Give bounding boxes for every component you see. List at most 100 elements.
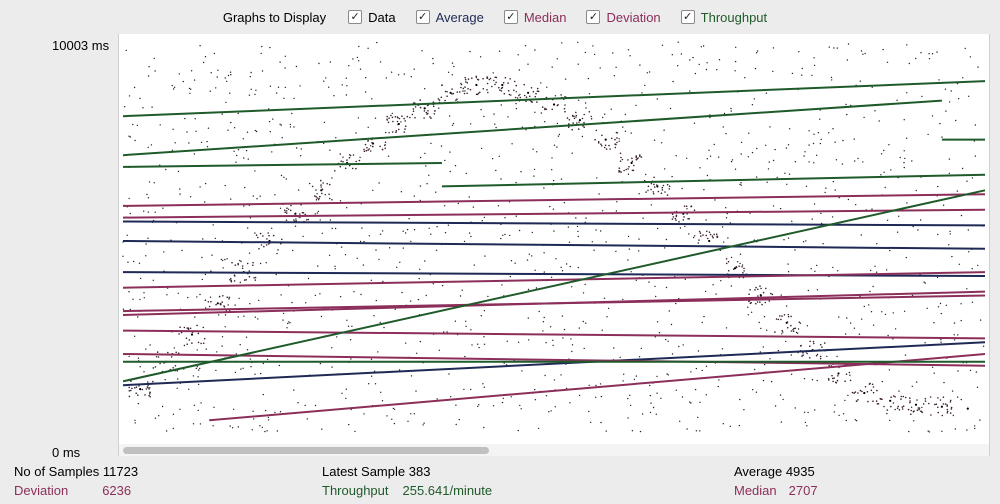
data-sample-dot	[259, 232, 262, 235]
scrollbar-thumb[interactable]	[123, 447, 489, 454]
data-sample-dot	[793, 327, 795, 330]
data-sample-dot	[252, 264, 254, 267]
data-sample-dot	[814, 409, 816, 411]
data-sample-dot	[904, 396, 907, 399]
data-sample-dot	[323, 121, 326, 124]
data-sample-dot	[575, 111, 577, 114]
data-sample-dot	[577, 230, 579, 233]
checkbox-data[interactable]: ✓	[348, 10, 363, 24]
data-sample-dot	[604, 144, 607, 147]
data-sample-dot	[502, 234, 504, 236]
data-sample-dot	[831, 216, 834, 218]
data-sample-dot	[378, 258, 380, 261]
data-sample-dot	[462, 90, 464, 92]
data-sample-dot	[145, 348, 147, 350]
data-sample-dot	[573, 117, 576, 120]
data-sample-dot	[367, 140, 369, 142]
data-sample-dot	[701, 369, 703, 372]
data-sample-dot	[221, 336, 224, 338]
data-sample-dot	[898, 409, 901, 411]
data-sample-dot	[946, 405, 948, 407]
data-sample-dot	[699, 401, 701, 403]
horizontal-scrollbar[interactable]	[119, 444, 989, 456]
data-sample-dot	[340, 246, 343, 248]
data-sample-dot	[449, 170, 451, 173]
data-sample-dot	[788, 128, 791, 130]
checkbox-deviation[interactable]: ✓	[586, 10, 601, 24]
data-sample-dot	[167, 351, 169, 354]
stat-median: Median 2707	[734, 483, 818, 498]
data-sample-dot	[282, 319, 284, 321]
data-sample-dot	[671, 175, 673, 178]
data-sample-dot	[450, 396, 452, 398]
data-sample-dot	[186, 343, 188, 346]
legend-item-average[interactable]: ✓ Average	[415, 10, 484, 25]
data-sample-dot	[646, 72, 648, 74]
data-sample-dot	[218, 295, 221, 298]
data-sample-dot	[882, 48, 884, 51]
data-sample-dot	[584, 102, 587, 104]
data-sample-dot	[557, 135, 560, 137]
data-sample-dot	[798, 321, 801, 324]
data-sample-dot	[855, 420, 858, 422]
data-sample-dot	[569, 402, 571, 404]
checkbox-throughput[interactable]: ✓	[680, 10, 695, 24]
data-sample-dot	[230, 279, 232, 282]
data-sample-dot	[949, 401, 952, 403]
data-sample-dot	[339, 153, 342, 155]
data-sample-dot	[765, 92, 768, 94]
legend-item-data[interactable]: ✓ Data	[348, 10, 396, 25]
data-sample-dot	[695, 367, 698, 370]
data-sample-dot	[247, 227, 249, 229]
data-sample-dot	[172, 427, 174, 430]
data-sample-dot	[960, 303, 962, 305]
data-sample-dot	[229, 279, 231, 281]
data-sample-dot	[391, 418, 393, 420]
data-sample-dot	[870, 269, 872, 272]
data-sample-dot	[747, 314, 750, 316]
data-sample-dot	[903, 119, 905, 121]
checkbox-median[interactable]: ✓	[503, 10, 518, 24]
data-sample-dot	[481, 220, 483, 222]
data-sample-dot	[177, 378, 179, 380]
data-sample-dot	[713, 233, 715, 236]
data-sample-dot	[224, 77, 226, 79]
data-sample-dot	[417, 298, 420, 301]
data-sample-dot	[241, 267, 244, 270]
data-sample-dot	[527, 317, 529, 319]
data-sample-dot	[949, 233, 951, 235]
data-sample-dot	[395, 131, 397, 133]
legend-item-deviation[interactable]: ✓ Deviation	[586, 10, 661, 25]
data-sample-dot	[620, 156, 622, 159]
data-sample-dot	[204, 182, 207, 185]
data-sample-dot	[790, 315, 792, 318]
data-sample-dot	[807, 289, 809, 292]
checkbox-average[interactable]: ✓	[415, 10, 430, 24]
data-sample-dot	[600, 143, 602, 145]
data-sample-dot	[954, 428, 957, 430]
data-sample-dot	[514, 262, 516, 264]
data-sample-dot	[861, 318, 863, 320]
legend-item-median[interactable]: ✓ Median	[503, 10, 566, 25]
data-sample-dot	[675, 214, 678, 217]
data-sample-dot	[781, 329, 783, 332]
data-sample-dot	[264, 430, 266, 433]
data-sample-dot	[627, 49, 630, 51]
data-sample-dot	[534, 95, 537, 98]
data-sample-dot	[863, 116, 865, 119]
legend-item-throughput[interactable]: ✓ Throughput	[680, 10, 767, 25]
data-sample-dot	[203, 337, 206, 340]
data-sample-dot	[841, 163, 844, 165]
data-sample-dot	[650, 402, 652, 404]
data-sample-dot	[233, 280, 236, 282]
data-sample-dot	[887, 334, 889, 337]
data-sample-dot	[267, 416, 270, 419]
data-sample-dot	[265, 244, 268, 246]
data-sample-dot	[603, 146, 606, 149]
data-sample-dot	[479, 56, 482, 58]
data-sample-dot	[636, 157, 639, 160]
data-sample-dot	[791, 72, 794, 75]
data-sample-dot	[530, 87, 533, 89]
data-sample-dot	[950, 408, 953, 410]
data-sample-dot	[703, 189, 705, 191]
